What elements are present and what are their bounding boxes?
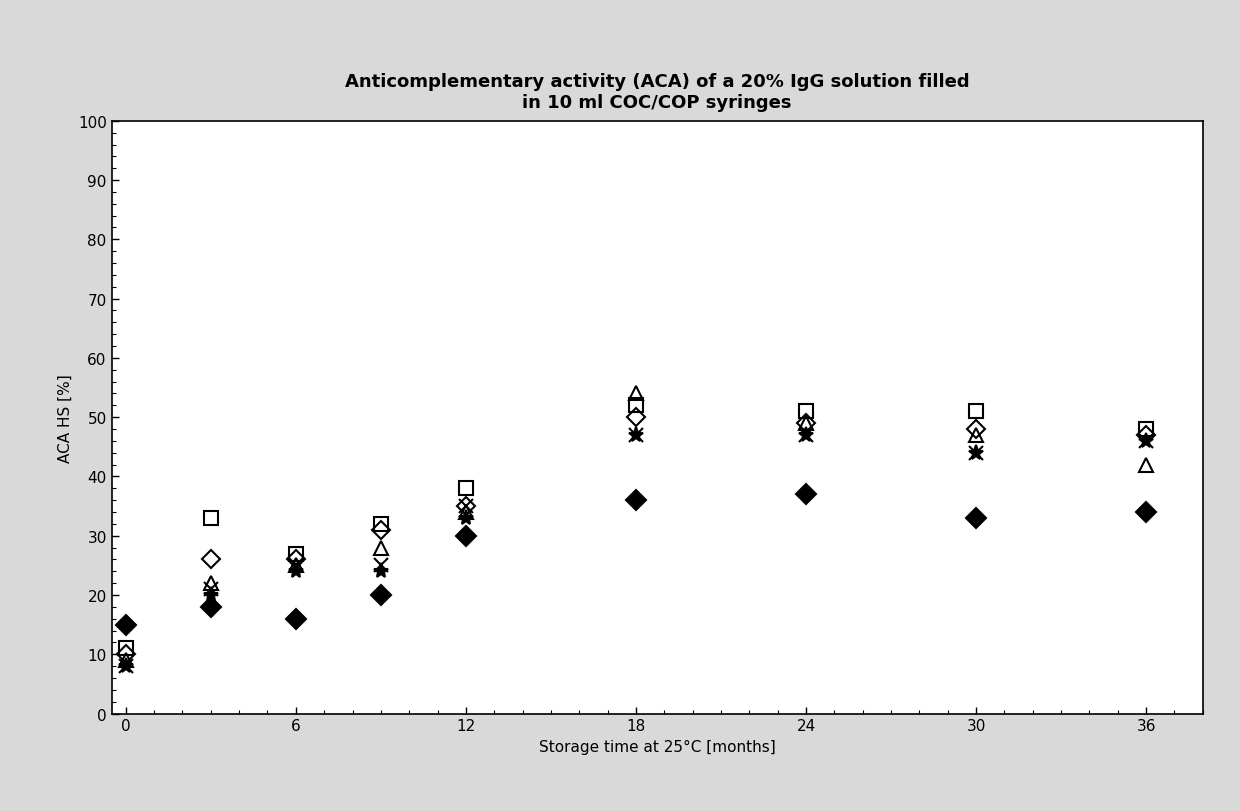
X-axis label: Storage time at 25°C [months]: Storage time at 25°C [months] (539, 739, 775, 754)
Y-axis label: ACA HS [%]: ACA HS [%] (57, 373, 72, 462)
Title: Anticomplementary activity (ACA) of a 20% IgG solution filled
in 10 ml COC/COP s: Anticomplementary activity (ACA) of a 20… (345, 73, 970, 112)
